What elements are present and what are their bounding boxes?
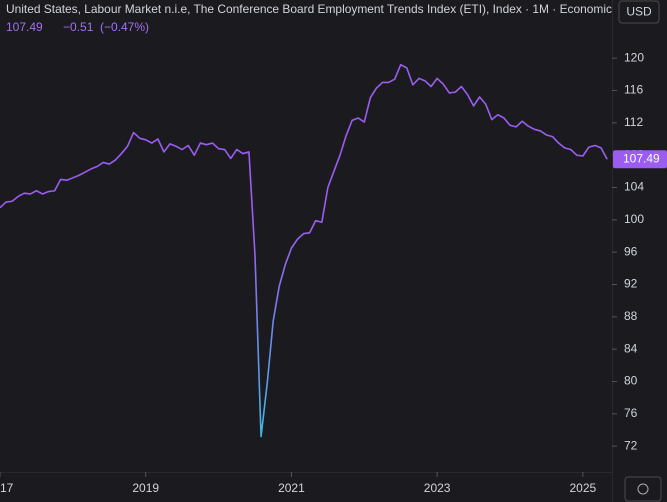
- x-tick-label: 2025: [570, 481, 597, 495]
- y-tick-label: 96: [624, 244, 638, 258]
- last-value-box: [613, 150, 667, 169]
- x-tick-label: 2019: [132, 481, 159, 495]
- settings-button[interactable]: [624, 476, 662, 502]
- y-tick-label: 112: [624, 115, 643, 129]
- chart-title: United States, Labour Market n.i.e, The …: [6, 2, 612, 16]
- y-tick-label: 80: [624, 374, 638, 388]
- y-tick-label: 76: [624, 406, 638, 420]
- y-tick-label: 72: [624, 438, 638, 452]
- data-line: [0, 63, 608, 438]
- header-value: 107.49: [6, 20, 43, 34]
- y-tick-label: 88: [624, 309, 638, 323]
- y-tick-label: 116: [624, 83, 643, 97]
- x-tick-label: 2023: [424, 481, 451, 495]
- last-value-label: 107.49: [623, 151, 660, 165]
- y-tick-label: 100: [624, 212, 644, 226]
- plot-area: [0, 63, 608, 438]
- y-tick-label: 120: [624, 50, 644, 64]
- header-change: −0.51: [63, 20, 94, 34]
- y-tick-label: 92: [624, 277, 638, 291]
- x-tick-label: 2021: [278, 481, 305, 495]
- y-tick-label: 84: [624, 341, 638, 355]
- currency[interactable]: USD: [626, 5, 652, 19]
- currency-box[interactable]: [618, 0, 660, 24]
- x-tick-label: 17: [0, 481, 14, 495]
- settings-icon[interactable]: [637, 483, 649, 495]
- header-change-pct: (−0.47%): [100, 20, 149, 34]
- y-tick-label: 104: [624, 180, 644, 194]
